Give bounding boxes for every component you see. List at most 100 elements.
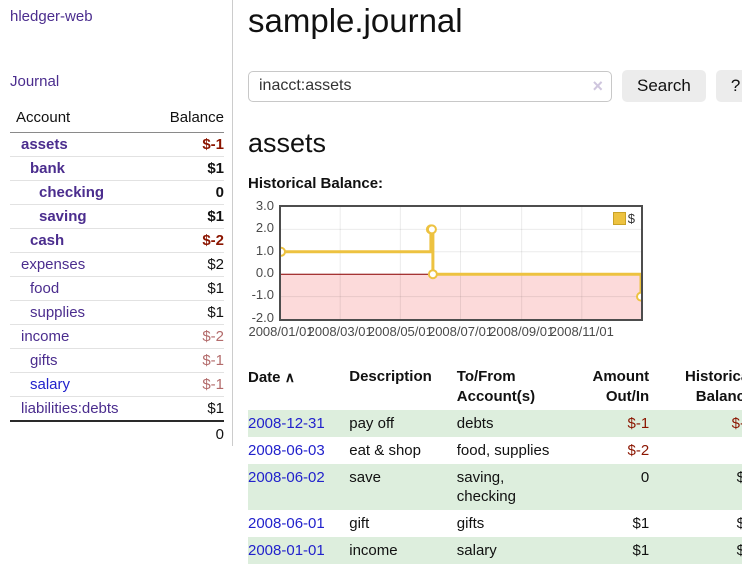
register-row: 2008-12-31 pay off debts $-1 $-1 bbox=[248, 410, 742, 437]
transaction-date-link[interactable]: 2008-12-31 bbox=[248, 415, 325, 432]
search-input[interactable] bbox=[248, 70, 612, 102]
account-balance: $-1 bbox=[147, 348, 224, 373]
x-tick-label: 2008/05/01 bbox=[367, 324, 433, 339]
transaction-balance: 0 bbox=[657, 437, 742, 464]
account-link-salary[interactable]: salary bbox=[30, 376, 71, 393]
account-row: checking 0 bbox=[10, 180, 224, 205]
transaction-description: gift bbox=[349, 515, 370, 532]
register-header-date[interactable]: Date ∧ bbox=[248, 369, 295, 386]
account-balance: $2 bbox=[147, 252, 224, 277]
y-tick-label: 1.0 bbox=[255, 243, 274, 258]
account-row: food $1 bbox=[10, 276, 224, 301]
transaction-description: pay off bbox=[349, 415, 395, 432]
account-row: gifts $-1 bbox=[10, 348, 224, 373]
account-link-expenses[interactable]: expenses bbox=[21, 256, 86, 273]
account-row: assets $-1 bbox=[10, 132, 224, 157]
transaction-amount: $-1 bbox=[627, 415, 650, 432]
transaction-amount: $1 bbox=[632, 515, 650, 532]
page: hledger-web Journal Account Balance asse… bbox=[0, 0, 742, 564]
account-balance: $-1 bbox=[147, 372, 224, 397]
register-header-amount: Amount Out/In bbox=[592, 368, 650, 405]
register-row: 2008-06-03 eat & shop food, supplies $-2… bbox=[248, 437, 742, 464]
sidebar: hledger-web Journal Account Balance asse… bbox=[0, 0, 233, 447]
account-row: expenses $2 bbox=[10, 252, 224, 277]
register-header-description: Description bbox=[349, 368, 432, 385]
legend-label: $ bbox=[627, 211, 635, 226]
transaction-balance: $2 bbox=[736, 469, 742, 486]
account-row: income $-2 bbox=[10, 324, 224, 349]
page-title: sample.journal bbox=[248, 2, 463, 39]
x-tick-label: 2008/03/01 bbox=[307, 324, 373, 339]
account-row: bank $1 bbox=[10, 156, 224, 181]
x-tick-label: 2008/07/01 bbox=[427, 324, 494, 339]
transaction-amount: 0 bbox=[640, 469, 650, 486]
transaction-description: income bbox=[349, 542, 398, 559]
historical-balance-chart: 3.0 2.0 1.0 0.0 -1.0 -2.0 $ 2008/01/01 20… bbox=[248, 198, 742, 346]
sidebar-item-journal[interactable]: Journal bbox=[10, 73, 60, 90]
register-row: 2008-01-01 income salary $1 $1 bbox=[248, 537, 742, 564]
transaction-balance: $2 bbox=[736, 515, 742, 532]
account-link-cash[interactable]: cash bbox=[30, 232, 65, 249]
account-link-supplies[interactable]: supplies bbox=[30, 304, 86, 321]
account-row: supplies $1 bbox=[10, 300, 224, 325]
transaction-date-link[interactable]: 2008-01-01 bbox=[248, 542, 325, 559]
search-box: × bbox=[248, 70, 612, 102]
register-table: Date ∧ Description To/From Account(s) Am… bbox=[248, 364, 742, 564]
account-balance: $1 bbox=[147, 276, 224, 301]
sort-ascending-icon: ∧ bbox=[284, 369, 295, 385]
account-balance: $1 bbox=[147, 396, 224, 422]
transaction-date-link[interactable]: 2008-06-01 bbox=[248, 515, 325, 532]
search-button[interactable]: Search bbox=[622, 70, 706, 102]
accounts-total-value: 0 bbox=[147, 420, 224, 447]
transaction-accounts: saving, checking bbox=[456, 469, 516, 505]
register-row: 2008-06-02 save saving, checking 0 $2 bbox=[248, 464, 742, 510]
transaction-balance: $-1 bbox=[731, 415, 742, 432]
transaction-description: eat & shop bbox=[349, 442, 421, 459]
transaction-date-link[interactable]: 2008-06-03 bbox=[248, 442, 325, 459]
search-form: × Search ? bbox=[248, 70, 742, 102]
account-link-assets[interactable]: assets bbox=[21, 136, 68, 153]
register-header-balance: Historical Balance bbox=[684, 368, 742, 405]
transaction-balance: $1 bbox=[736, 542, 742, 559]
main-content: sample.journal × Search ? assets Histori… bbox=[233, 0, 742, 564]
account-link-food[interactable]: food bbox=[30, 280, 60, 297]
account-balance: 0 bbox=[147, 180, 224, 205]
app-title-link[interactable]: hledger-web bbox=[10, 8, 93, 25]
transaction-amount: $-2 bbox=[627, 442, 650, 459]
register-row: 2008-06-01 gift gifts $1 $2 bbox=[248, 510, 742, 537]
x-tick-label: 2008/09/01 bbox=[489, 324, 555, 339]
transaction-amount: $1 bbox=[632, 542, 650, 559]
register-header-accounts: To/From Account(s) bbox=[456, 368, 536, 405]
account-link-liabilities-debts[interactable]: liabilities:debts bbox=[21, 400, 119, 417]
accounts-header-account: Account bbox=[10, 104, 148, 133]
chart-legend: $ bbox=[610, 210, 637, 227]
x-axis-labels: 2008/01/01 2008/03/01 2008/05/01 2008/07/01… bbox=[248, 324, 641, 340]
transaction-accounts: debts bbox=[456, 415, 494, 432]
y-tick-label: -2.0 bbox=[251, 310, 274, 325]
legend-swatch-icon bbox=[612, 212, 626, 225]
clear-search-icon[interactable]: × bbox=[592, 75, 603, 96]
account-link-checking[interactable]: checking bbox=[39, 184, 105, 201]
account-balance: $-1 bbox=[147, 132, 224, 157]
account-balance: $-2 bbox=[147, 228, 224, 253]
account-row: liabilities:debts $1 bbox=[10, 396, 224, 422]
plot-area: $ bbox=[279, 205, 643, 321]
chart-title: Historical Balance: bbox=[248, 175, 384, 192]
account-row: saving $1 bbox=[10, 204, 224, 229]
transaction-accounts: salary bbox=[456, 542, 497, 559]
account-balance: $-2 bbox=[147, 324, 224, 349]
x-tick-label: 2008/11/01 bbox=[549, 324, 614, 339]
account-link-income[interactable]: income bbox=[21, 328, 70, 345]
y-tick-label: 0.0 bbox=[255, 265, 274, 280]
chart-canvas bbox=[281, 207, 641, 319]
help-button[interactable]: ? bbox=[715, 70, 742, 102]
account-balance: $1 bbox=[147, 300, 224, 325]
y-tick-label: 3.0 bbox=[255, 198, 274, 213]
account-row: cash $-2 bbox=[10, 228, 224, 253]
account-link-gifts[interactable]: gifts bbox=[30, 352, 58, 369]
accounts-total-row: 0 bbox=[10, 420, 224, 447]
account-link-bank[interactable]: bank bbox=[30, 160, 66, 177]
transaction-date-link[interactable]: 2008-06-02 bbox=[248, 469, 325, 486]
y-tick-label: 2.0 bbox=[255, 220, 274, 235]
account-link-saving[interactable]: saving bbox=[39, 208, 87, 225]
